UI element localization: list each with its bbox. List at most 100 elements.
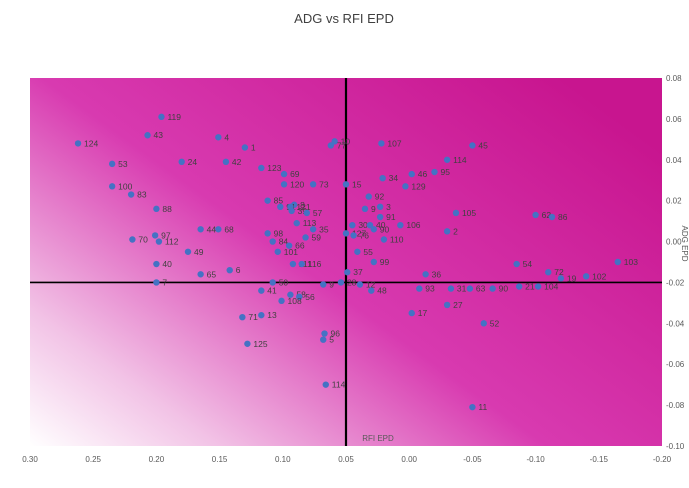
data-point xyxy=(515,283,523,290)
y-tick-label: -0.06 xyxy=(666,360,685,369)
data-point xyxy=(480,320,487,327)
data-point xyxy=(366,222,374,229)
data-point xyxy=(443,156,451,163)
y-tick-label: 0.06 xyxy=(666,115,682,124)
data-point-label: 111 xyxy=(299,259,312,269)
data-point xyxy=(422,271,429,278)
data-point-label: 52 xyxy=(490,318,500,328)
data-point-label: 1 xyxy=(251,143,256,153)
data-point-label: 112 xyxy=(165,237,179,247)
data-point xyxy=(376,213,384,221)
data-points: 1194341241532442123691008312073888589112… xyxy=(74,112,638,412)
data-point xyxy=(298,260,305,268)
data-point xyxy=(349,222,356,229)
data-point-label: 13 xyxy=(267,310,277,320)
data-point xyxy=(337,279,345,286)
data-point xyxy=(321,330,328,337)
data-point-label: 62 xyxy=(542,210,552,220)
data-point-label: 72 xyxy=(554,267,564,277)
data-point-label: 120 xyxy=(290,179,304,189)
data-point-label: 106 xyxy=(406,220,420,230)
data-point xyxy=(278,297,285,305)
data-point-label: 2 xyxy=(453,226,458,236)
data-point xyxy=(288,207,295,215)
data-point-label: 90 xyxy=(499,284,509,294)
x-tick-label: 0.00 xyxy=(401,455,417,464)
data-point xyxy=(222,158,230,166)
data-point xyxy=(354,248,361,255)
data-point-label: 15 xyxy=(352,179,362,189)
data-point-label: 70 xyxy=(138,235,148,245)
data-point xyxy=(274,248,281,255)
data-point xyxy=(402,183,409,190)
data-point xyxy=(178,158,185,166)
data-point-label: 121 xyxy=(296,202,310,212)
data-point xyxy=(331,138,338,145)
data-point-label: 124 xyxy=(84,138,98,148)
data-point xyxy=(309,226,317,233)
data-point xyxy=(184,248,192,255)
data-point xyxy=(197,226,204,233)
data-point-label: 56 xyxy=(305,292,315,302)
x-tick-label: 0.10 xyxy=(275,455,291,464)
y-tick-label: -0.02 xyxy=(666,278,685,287)
data-point-label: 31 xyxy=(457,284,467,294)
y-tick-label: 0.00 xyxy=(666,238,682,247)
data-point xyxy=(342,181,350,188)
chart-title: ADG vs RFI EPD xyxy=(294,11,394,26)
data-point-label: 43 xyxy=(154,130,164,140)
data-point-label: 85 xyxy=(274,196,284,206)
x-tick-label: 0.20 xyxy=(149,455,165,464)
x-tick-label: -0.15 xyxy=(590,455,609,464)
data-point xyxy=(155,238,163,245)
data-point-label: 66 xyxy=(295,241,305,251)
y-tick-label: -0.04 xyxy=(666,319,685,328)
data-point-label: 63 xyxy=(476,284,486,294)
data-point xyxy=(408,170,415,178)
data-point-label: 77 xyxy=(337,140,347,150)
data-point-label: 101 xyxy=(284,247,298,257)
data-point-label: 88 xyxy=(162,204,172,214)
data-point xyxy=(269,238,276,245)
y-tick-label: 0.04 xyxy=(666,156,682,165)
data-point-label: 107 xyxy=(387,138,401,148)
x-tick-label: 0.05 xyxy=(338,455,354,464)
data-point xyxy=(368,287,375,294)
data-point-label: 37 xyxy=(353,267,363,277)
data-point xyxy=(469,403,476,411)
data-point xyxy=(287,291,294,298)
data-point xyxy=(350,232,357,239)
data-point xyxy=(370,258,378,266)
data-point xyxy=(545,269,552,276)
data-point-label: 34 xyxy=(389,173,399,183)
data-point xyxy=(108,160,116,168)
x-tick-label: -0.20 xyxy=(653,455,672,464)
y-tick-label: 0.08 xyxy=(666,74,682,83)
data-point xyxy=(408,309,415,317)
data-point xyxy=(244,340,251,347)
data-point-label: 9 xyxy=(371,204,376,214)
data-point xyxy=(280,170,288,178)
data-point-label: 90 xyxy=(380,224,390,234)
data-point xyxy=(431,168,438,176)
data-point-label: 41 xyxy=(267,286,277,296)
data-point-label: 99 xyxy=(380,257,390,267)
data-point xyxy=(361,205,369,213)
data-point xyxy=(264,230,271,237)
data-point-label: 59 xyxy=(312,232,322,242)
data-point xyxy=(378,140,385,147)
data-point-label: 119 xyxy=(167,112,181,122)
data-point xyxy=(153,205,160,213)
data-point xyxy=(469,142,476,149)
x-axis-label: RFI EPD xyxy=(362,434,394,443)
data-point-label: 98 xyxy=(274,228,284,238)
data-point xyxy=(416,285,423,292)
data-point xyxy=(443,228,451,235)
data-point-label: 48 xyxy=(377,286,387,296)
data-point xyxy=(356,281,364,288)
data-point-label: 113 xyxy=(303,218,317,228)
data-point xyxy=(269,279,276,286)
data-point xyxy=(277,203,284,210)
data-point xyxy=(108,183,116,190)
data-point-label: 102 xyxy=(592,271,606,281)
